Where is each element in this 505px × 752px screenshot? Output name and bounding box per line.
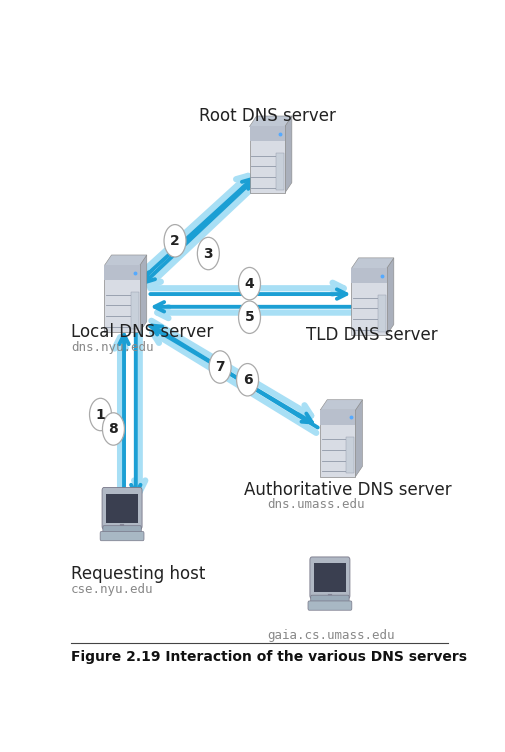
FancyBboxPatch shape — [249, 126, 284, 141]
Polygon shape — [249, 116, 291, 126]
Polygon shape — [104, 255, 146, 265]
Polygon shape — [351, 258, 393, 268]
Text: 7: 7 — [215, 360, 225, 374]
Text: gaia.cs.umass.edu: gaia.cs.umass.edu — [267, 629, 394, 642]
Polygon shape — [320, 400, 362, 410]
Text: cse.nyu.edu: cse.nyu.edu — [71, 583, 154, 596]
FancyBboxPatch shape — [104, 265, 139, 332]
FancyBboxPatch shape — [377, 295, 385, 332]
Text: 6: 6 — [242, 373, 252, 387]
Circle shape — [197, 238, 219, 270]
FancyBboxPatch shape — [309, 557, 349, 599]
Text: TLD DNS server: TLD DNS server — [306, 326, 437, 344]
Circle shape — [238, 301, 260, 333]
Text: Figure 2.19 Interaction of the various DNS servers: Figure 2.19 Interaction of the various D… — [71, 650, 466, 663]
FancyBboxPatch shape — [100, 532, 144, 541]
Polygon shape — [355, 400, 362, 477]
FancyBboxPatch shape — [275, 153, 283, 190]
Text: 4: 4 — [244, 277, 254, 290]
FancyBboxPatch shape — [320, 410, 355, 477]
FancyBboxPatch shape — [308, 601, 351, 610]
Circle shape — [89, 399, 111, 431]
FancyBboxPatch shape — [249, 126, 284, 193]
Text: Root DNS server: Root DNS server — [198, 108, 335, 126]
Text: Local DNS server: Local DNS server — [71, 323, 213, 341]
Text: 3: 3 — [203, 247, 213, 260]
Text: 2: 2 — [170, 234, 180, 248]
FancyBboxPatch shape — [320, 410, 355, 425]
FancyBboxPatch shape — [314, 563, 345, 593]
FancyBboxPatch shape — [102, 487, 142, 529]
Circle shape — [164, 225, 186, 257]
FancyBboxPatch shape — [351, 268, 386, 283]
FancyBboxPatch shape — [104, 265, 139, 280]
Text: Requesting host: Requesting host — [71, 566, 205, 584]
Text: 5: 5 — [244, 311, 254, 324]
FancyBboxPatch shape — [103, 526, 141, 535]
FancyBboxPatch shape — [130, 292, 138, 329]
FancyBboxPatch shape — [106, 494, 137, 523]
Polygon shape — [284, 116, 291, 193]
FancyBboxPatch shape — [310, 595, 348, 604]
Text: Authoritative DNS server: Authoritative DNS server — [243, 481, 450, 499]
Text: 1: 1 — [95, 408, 105, 422]
Text: dns.umass.edu: dns.umass.edu — [267, 499, 364, 511]
Text: 8: 8 — [109, 422, 118, 436]
Polygon shape — [386, 258, 393, 335]
FancyBboxPatch shape — [346, 437, 353, 474]
Circle shape — [238, 268, 260, 300]
Circle shape — [209, 350, 231, 384]
FancyBboxPatch shape — [351, 268, 386, 335]
Circle shape — [103, 413, 124, 445]
Text: dns.nyu.edu: dns.nyu.edu — [71, 341, 154, 354]
Polygon shape — [139, 255, 146, 332]
Circle shape — [236, 363, 258, 396]
